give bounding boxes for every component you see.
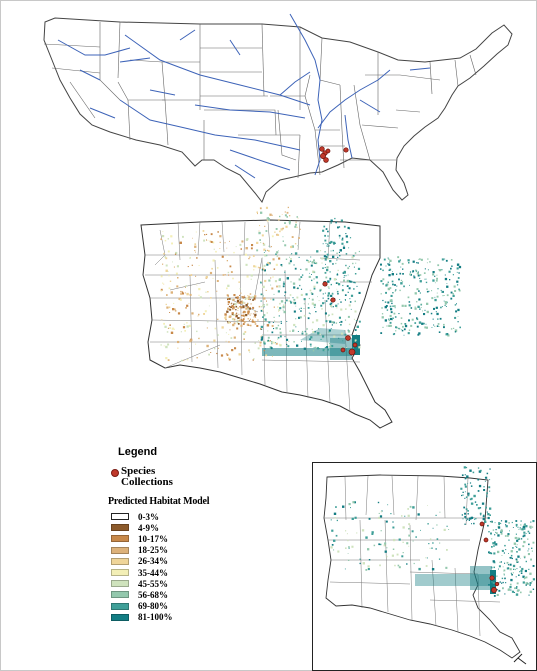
- collections-symbol-icon: [111, 469, 119, 477]
- legend-class-row: 18-25%: [111, 545, 173, 556]
- legend-class-label: 69-80%: [138, 601, 168, 612]
- legend-class-row: 10-17%: [111, 533, 173, 544]
- legend-class-label: 0-3%: [138, 511, 159, 522]
- la-collection-points: [322, 281, 358, 356]
- inset-collection-points: [479, 521, 500, 593]
- legend-class-row: 0-3%: [111, 511, 173, 522]
- legend-swatch: [111, 535, 129, 543]
- habitat-speckle: [160, 206, 462, 362]
- la-ms-outline: [140, 219, 393, 429]
- legend-swatch: [111, 557, 129, 565]
- legend-class-row: 69-80%: [111, 601, 173, 612]
- legend-class-row: 35-44%: [111, 567, 173, 578]
- legend-swatch: [111, 513, 129, 521]
- collections-label-text: Species Collections: [121, 465, 173, 488]
- legend-swatch: [111, 613, 129, 621]
- legend-swatch: [111, 580, 129, 588]
- legend-class-row: 26-34%: [111, 556, 173, 567]
- us-collection-points: [319, 146, 349, 163]
- la-main-map: [140, 206, 462, 429]
- inset-outline: [323, 474, 521, 659]
- legend-classes: 0-3% 4-9% 10-17% 18-25% 26-34% 35-44% 45-55% 56…: [111, 511, 173, 623]
- us-state-lines: [43, 21, 477, 179]
- inset-speckle: [330, 466, 535, 597]
- model-title: Predicted Habitat Model: [108, 496, 210, 507]
- legend-class-row: 81-100%: [111, 612, 173, 623]
- legend-swatch: [111, 546, 129, 554]
- inset-compass-icon: [513, 653, 527, 665]
- legend-class-label: 56-68%: [138, 589, 168, 600]
- legend-class-row: 4-9%: [111, 522, 173, 533]
- legend-swatch: [111, 591, 129, 599]
- legend-swatch: [111, 569, 129, 577]
- legend-class-label: 18-25%: [138, 545, 168, 556]
- inset-map: [323, 466, 535, 659]
- collections-label: Species Collections: [121, 466, 173, 488]
- legend-class-row: 45-55%: [111, 578, 173, 589]
- legend-class-label: 4-9%: [138, 522, 159, 533]
- legend-class-row: 56-68%: [111, 589, 173, 600]
- legend-title: Legend: [118, 446, 158, 458]
- legend-class-label: 10-17%: [138, 533, 168, 544]
- legend-class-label: 45-55%: [138, 578, 168, 589]
- legend-swatch: [111, 602, 129, 610]
- legend-class-label: 26-34%: [138, 556, 168, 567]
- inset-frame: [312, 462, 537, 671]
- us-map: [43, 13, 513, 203]
- us-rivers: [57, 13, 431, 179]
- inset-habitat-cells: [415, 566, 496, 594]
- legend-class-label: 35-44%: [138, 567, 168, 578]
- legend-class-label: 81-100%: [138, 612, 173, 623]
- legend-swatch: [111, 524, 129, 532]
